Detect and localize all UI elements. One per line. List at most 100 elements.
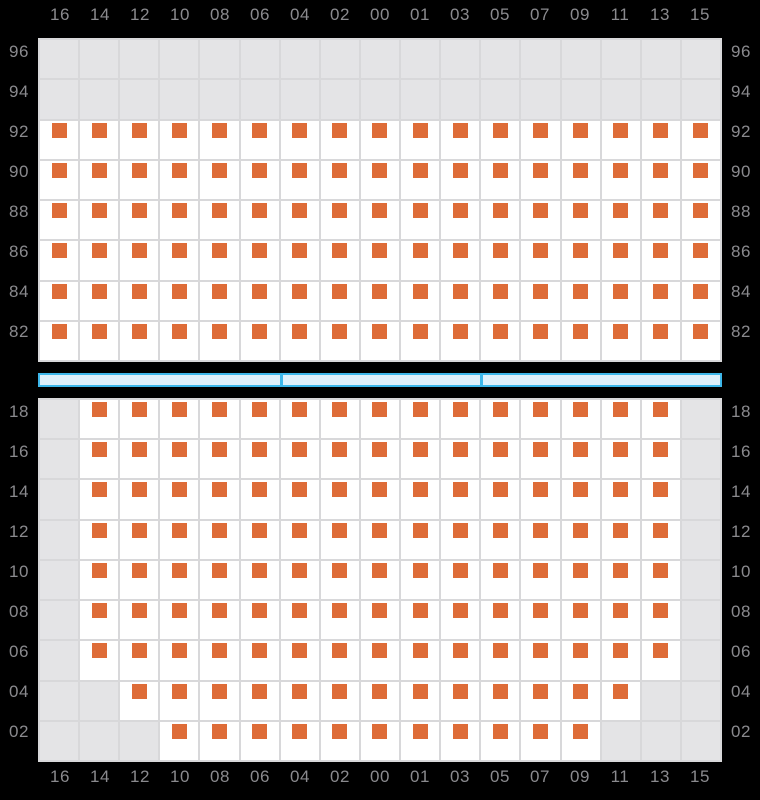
grid-cell-marked[interactable] xyxy=(240,721,279,760)
grid-cell-marked[interactable] xyxy=(80,281,119,320)
grid-cell-marked[interactable] xyxy=(360,440,400,479)
grid-cell-marked[interactable] xyxy=(561,520,600,559)
grid-cell-marked[interactable] xyxy=(40,201,79,240)
grid-cell-marked[interactable] xyxy=(641,160,680,199)
grid-cell-marked[interactable] xyxy=(200,201,239,240)
grid-cell-marked[interactable] xyxy=(40,120,79,159)
grid-cell-marked[interactable] xyxy=(320,560,359,600)
grid-cell-marked[interactable] xyxy=(641,241,680,280)
grid-cell-marked[interactable] xyxy=(481,560,520,600)
grid-cell-marked[interactable] xyxy=(641,201,680,240)
grid-cell-marked[interactable] xyxy=(240,520,279,559)
grid-cell-marked[interactable] xyxy=(120,241,159,280)
grid-cell-marked[interactable] xyxy=(561,160,600,199)
grid-cell-marked[interactable] xyxy=(280,241,319,280)
grid-cell-marked[interactable] xyxy=(360,201,400,240)
grid-cell-marked[interactable] xyxy=(481,601,520,640)
grid-cell-marked[interactable] xyxy=(641,601,680,640)
grid-cell-marked[interactable] xyxy=(320,400,359,439)
grid-cell-marked[interactable] xyxy=(601,480,640,519)
grid-cell-marked[interactable] xyxy=(120,201,159,240)
grid-cell-marked[interactable] xyxy=(601,281,640,320)
grid-cell-marked[interactable] xyxy=(40,160,79,199)
grid-cell-marked[interactable] xyxy=(481,681,520,720)
grid-cell-marked[interactable] xyxy=(681,160,720,199)
grid-cell-marked[interactable] xyxy=(120,681,159,720)
grid-cell-marked[interactable] xyxy=(320,440,359,479)
grid-cell-marked[interactable] xyxy=(160,201,199,240)
grid-cell-marked[interactable] xyxy=(561,601,600,640)
grid-cell-marked[interactable] xyxy=(561,681,600,720)
grid-cell-marked[interactable] xyxy=(601,321,640,360)
grid-cell-marked[interactable] xyxy=(441,120,480,159)
grid-cell-marked[interactable] xyxy=(441,281,480,320)
grid-cell-marked[interactable] xyxy=(561,480,600,519)
grid-cell-marked[interactable] xyxy=(441,601,480,640)
grid-cell-marked[interactable] xyxy=(401,201,440,240)
grid-cell-marked[interactable] xyxy=(320,321,359,360)
grid-cell-marked[interactable] xyxy=(441,241,480,280)
grid-cell-marked[interactable] xyxy=(401,560,440,600)
grid-cell-marked[interactable] xyxy=(641,480,680,519)
grid-cell-marked[interactable] xyxy=(641,400,680,439)
grid-cell-marked[interactable] xyxy=(40,241,79,280)
grid-cell-marked[interactable] xyxy=(521,601,560,640)
grid-cell-marked[interactable] xyxy=(240,560,279,600)
grid-cell-marked[interactable] xyxy=(481,440,520,479)
grid-cell-marked[interactable] xyxy=(280,681,319,720)
grid-cell-marked[interactable] xyxy=(401,120,440,159)
grid-cell-marked[interactable] xyxy=(80,560,119,600)
grid-cell-marked[interactable] xyxy=(200,400,239,439)
grid-cell-marked[interactable] xyxy=(401,281,440,320)
grid-cell-marked[interactable] xyxy=(401,641,440,680)
grid-cell-marked[interactable] xyxy=(240,681,279,720)
grid-cell-marked[interactable] xyxy=(120,641,159,680)
grid-cell-marked[interactable] xyxy=(320,601,359,640)
grid-cell-marked[interactable] xyxy=(240,281,279,320)
grid-cell-marked[interactable] xyxy=(641,440,680,479)
grid-cell-marked[interactable] xyxy=(481,281,520,320)
grid-cell-marked[interactable] xyxy=(561,241,600,280)
grid-cell-marked[interactable] xyxy=(521,520,560,559)
grid-cell-marked[interactable] xyxy=(240,321,279,360)
grid-cell-marked[interactable] xyxy=(200,520,239,559)
grid-cell-marked[interactable] xyxy=(240,120,279,159)
grid-cell-marked[interactable] xyxy=(681,201,720,240)
grid-cell-marked[interactable] xyxy=(401,241,440,280)
grid-cell-marked[interactable] xyxy=(360,641,400,680)
grid-cell-marked[interactable] xyxy=(641,520,680,559)
grid-cell-marked[interactable] xyxy=(320,641,359,680)
grid-cell-marked[interactable] xyxy=(521,480,560,519)
grid-cell-marked[interactable] xyxy=(240,241,279,280)
grid-cell-marked[interactable] xyxy=(521,641,560,680)
grid-cell-marked[interactable] xyxy=(601,241,640,280)
grid-cell-marked[interactable] xyxy=(360,120,400,159)
grid-cell-marked[interactable] xyxy=(200,321,239,360)
grid-cell-marked[interactable] xyxy=(441,480,480,519)
grid-cell-marked[interactable] xyxy=(401,601,440,640)
grid-cell-marked[interactable] xyxy=(80,120,119,159)
grid-cell-marked[interactable] xyxy=(280,440,319,479)
grid-cell-marked[interactable] xyxy=(280,721,319,760)
grid-cell-marked[interactable] xyxy=(601,120,640,159)
grid-cell-marked[interactable] xyxy=(481,120,520,159)
grid-cell-marked[interactable] xyxy=(601,201,640,240)
grid-cell-marked[interactable] xyxy=(160,480,199,519)
grid-cell-marked[interactable] xyxy=(401,440,440,479)
grid-cell-marked[interactable] xyxy=(280,321,319,360)
grid-cell-marked[interactable] xyxy=(320,201,359,240)
grid-cell-marked[interactable] xyxy=(521,201,560,240)
grid-cell-marked[interactable] xyxy=(561,281,600,320)
grid-cell-marked[interactable] xyxy=(441,560,480,600)
grid-cell-marked[interactable] xyxy=(360,400,400,439)
grid-cell-marked[interactable] xyxy=(80,641,119,680)
grid-cell-marked[interactable] xyxy=(561,440,600,479)
grid-cell-marked[interactable] xyxy=(441,681,480,720)
grid-cell-marked[interactable] xyxy=(561,201,600,240)
grid-cell-marked[interactable] xyxy=(360,241,400,280)
grid-cell-marked[interactable] xyxy=(280,560,319,600)
grid-cell-marked[interactable] xyxy=(601,400,640,439)
grid-cell-marked[interactable] xyxy=(280,201,319,240)
grid-cell-marked[interactable] xyxy=(681,321,720,360)
grid-cell-marked[interactable] xyxy=(280,480,319,519)
